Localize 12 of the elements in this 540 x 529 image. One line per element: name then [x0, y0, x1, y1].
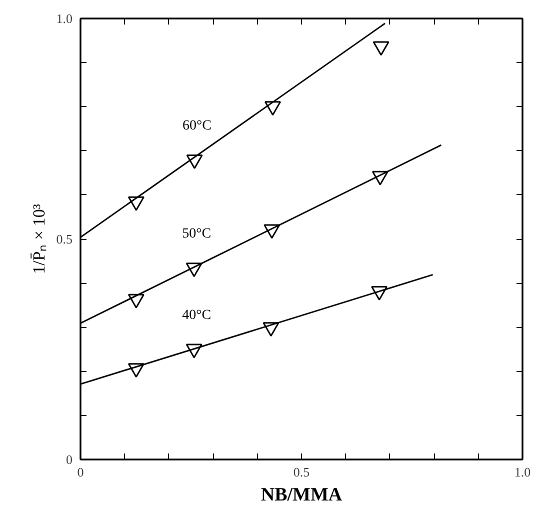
x-tick-label: 1.0	[514, 464, 531, 480]
x-tick-label: 0.5	[293, 464, 310, 480]
point	[372, 41, 390, 56]
series-label: 40°C	[182, 308, 212, 323]
y-tick-label: 0.5	[56, 232, 72, 246]
series-label: 60°C	[182, 118, 212, 134]
y-axis-title: 1/P̄ₙ × 10³	[29, 204, 48, 274]
x-tick-label: 0	[77, 464, 84, 480]
y-tick-label: 0	[66, 452, 72, 467]
x-axis-title: NB/MMA	[260, 484, 342, 506]
y-tick-label: 1.0	[56, 11, 72, 26]
series-label: 50°C	[182, 226, 212, 242]
